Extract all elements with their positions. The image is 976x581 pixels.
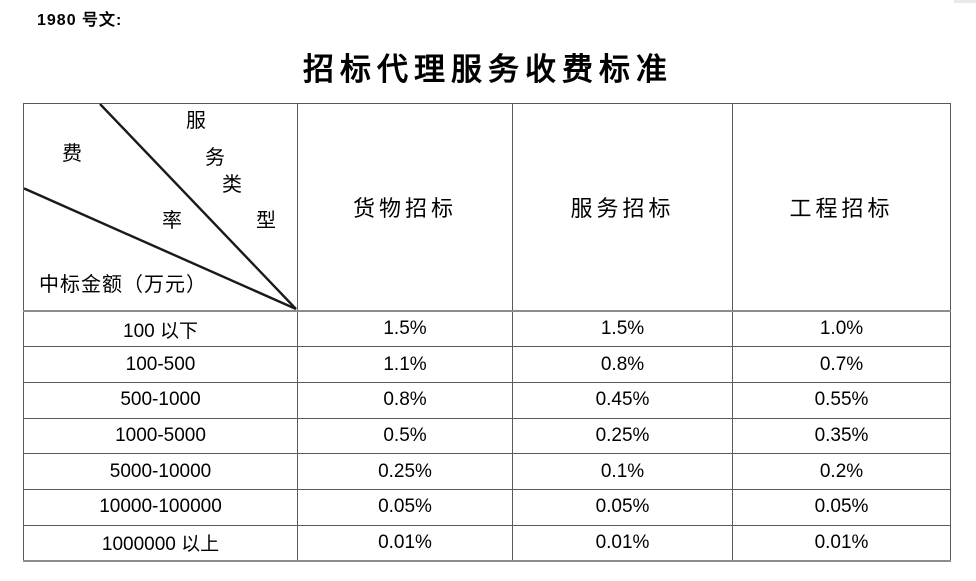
doc-number-label: 1980 号文: bbox=[37, 12, 123, 29]
scrollbar-fragment bbox=[954, 0, 976, 3]
rate-cell: 0.35% bbox=[732, 417, 951, 455]
rate-cell: 0.5% bbox=[297, 417, 513, 455]
rate-cell: 0.01% bbox=[512, 524, 733, 562]
rate-cell: 0.05% bbox=[732, 488, 951, 526]
corner-cell-inner: 服 务 类 型 费 率 中标金额（万元） bbox=[24, 104, 297, 310]
fee-table: 服 务 类 型 费 率 中标金额（万元） 货物招标 服务招标 工程招标 100 … bbox=[23, 103, 951, 562]
table-row: 5000-10000 0.25% 0.1% 0.2% bbox=[23, 453, 951, 490]
corner-service-type-char-1: 服 bbox=[186, 110, 206, 132]
corner-amount-label: 中标金额（万元） bbox=[39, 274, 207, 296]
header-row: 服 务 类 型 费 率 中标金额（万元） 货物招标 服务招标 工程招标 bbox=[23, 103, 951, 312]
corner-service-type-char-2: 务 bbox=[205, 147, 225, 169]
corner-service-type-char-3: 类 bbox=[222, 174, 242, 196]
row-range-label: 5000-10000 bbox=[23, 453, 298, 490]
column-header-engineering: 工程招标 bbox=[732, 103, 951, 312]
rate-cell: 1.1% bbox=[297, 346, 513, 383]
rate-cell: 0.25% bbox=[512, 417, 733, 455]
rate-cell: 0.01% bbox=[732, 524, 951, 562]
corner-rate-char-1: 费 bbox=[62, 143, 82, 165]
table-row: 500-1000 0.8% 0.45% 0.55% bbox=[23, 381, 951, 419]
row-range-label: 10000-100000 bbox=[23, 488, 298, 526]
rate-cell: 0.55% bbox=[732, 381, 951, 419]
row-range-label: 1000000 以上 bbox=[23, 524, 298, 562]
rate-cell: 0.25% bbox=[297, 453, 513, 490]
table-row: 100-500 1.1% 0.8% 0.7% bbox=[23, 346, 951, 383]
column-header-services: 服务招标 bbox=[512, 103, 733, 312]
rate-cell: 1.5% bbox=[512, 310, 733, 348]
rate-cell: 1.0% bbox=[732, 310, 951, 348]
rate-cell: 0.8% bbox=[512, 346, 733, 383]
table-row: 1000000 以上 0.01% 0.01% 0.01% bbox=[23, 524, 951, 562]
table-row: 10000-100000 0.05% 0.05% 0.05% bbox=[23, 488, 951, 526]
rate-cell: 0.05% bbox=[297, 488, 513, 526]
corner-cell: 服 务 类 型 费 率 中标金额（万元） bbox=[23, 103, 298, 312]
row-range-label: 500-1000 bbox=[23, 381, 298, 419]
table-row: 100 以下 1.5% 1.5% 1.0% bbox=[23, 310, 951, 348]
rate-cell: 0.8% bbox=[297, 381, 513, 419]
rate-cell: 0.2% bbox=[732, 453, 951, 490]
rate-cell: 0.05% bbox=[512, 488, 733, 526]
rate-cell: 0.01% bbox=[297, 524, 513, 562]
row-range-label: 100-500 bbox=[23, 346, 298, 383]
rate-cell: 1.5% bbox=[297, 310, 513, 348]
table-row: 1000-5000 0.5% 0.25% 0.35% bbox=[23, 417, 951, 455]
rate-cell: 0.45% bbox=[512, 381, 733, 419]
column-header-goods: 货物招标 bbox=[297, 103, 513, 312]
rate-cell: 0.7% bbox=[732, 346, 951, 383]
row-range-label: 100 以下 bbox=[23, 310, 298, 348]
rate-cell: 0.1% bbox=[512, 453, 733, 490]
corner-rate-char-2: 率 bbox=[162, 210, 182, 232]
document-title: 招标代理服务收费标准 bbox=[303, 52, 673, 87]
row-range-label: 1000-5000 bbox=[23, 417, 298, 455]
corner-service-type-char-4: 型 bbox=[256, 210, 276, 232]
